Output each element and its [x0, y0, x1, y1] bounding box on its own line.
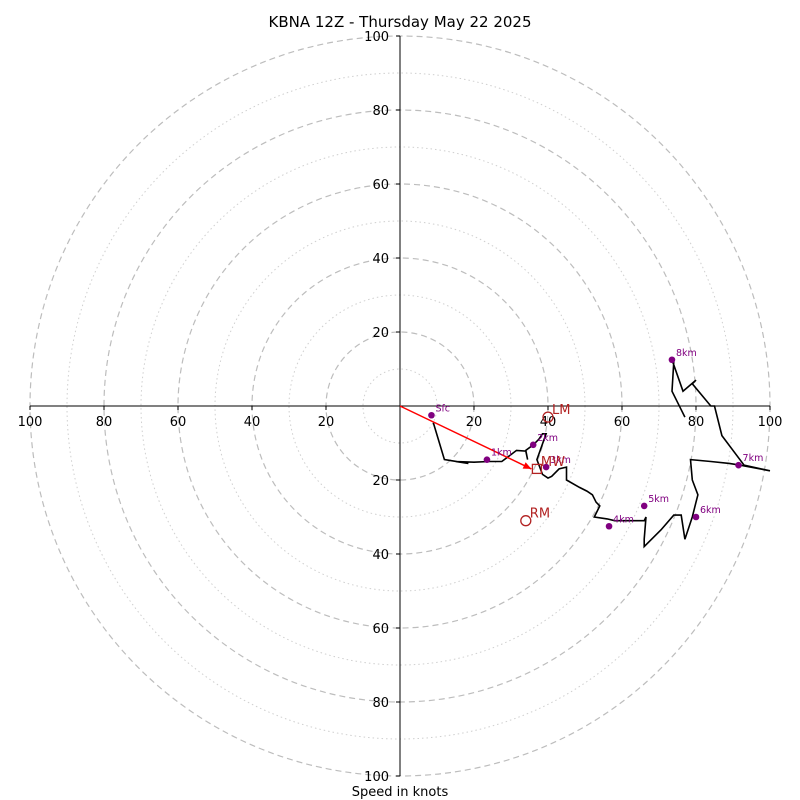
y-tick-label: 100	[364, 30, 389, 45]
height-marker-label: 3km	[550, 455, 571, 466]
height-marker-point	[735, 461, 742, 469]
x-tick-label: 80	[96, 415, 113, 430]
x-tick-label: 100	[18, 415, 43, 430]
height-marker-point	[428, 411, 435, 419]
x-tick-label: 40	[244, 415, 261, 430]
height-marker-label: 4km	[613, 514, 634, 525]
y-tick-label: 20	[372, 474, 389, 489]
height-marker-label: 2km	[537, 433, 558, 444]
storm-motion-markers: LM MW RM	[520, 403, 570, 527]
x-tick-label: 60	[614, 415, 631, 430]
height-marker-label: 8km	[676, 348, 697, 359]
y-tick-label: 40	[372, 252, 389, 267]
height-marker-point	[605, 522, 613, 530]
motion-marker-label: MW	[541, 455, 565, 470]
hodograph-trace	[432, 359, 771, 549]
height-marker-point	[640, 502, 648, 510]
y-tick-label: 60	[372, 622, 389, 637]
height-marker-point	[483, 456, 491, 463]
shear-vector-group	[399, 405, 532, 470]
y-tick-label: 100	[364, 770, 389, 785]
y-tick-label: 80	[372, 696, 389, 711]
x-tick-label: 20	[318, 415, 335, 430]
y-tick-label: 60	[372, 178, 389, 193]
x-tick-label: 100	[758, 415, 783, 430]
height-markers: Sfc 1km 2km 3km 4km 5km 6km 7km 8km	[428, 348, 763, 530]
height-marker-point	[668, 356, 676, 364]
hodograph-trace-group	[432, 359, 771, 549]
motion-marker-circle	[542, 411, 554, 423]
y-tick-label: 80	[372, 104, 389, 119]
x-tick-label: 20	[466, 415, 483, 430]
height-marker-label: 1km	[491, 448, 512, 459]
height-marker-label: 6km	[700, 505, 721, 516]
chart-title: KBNA 12Z - Thursday May 22 2025	[268, 13, 531, 31]
height-marker-label: 7km	[743, 453, 764, 464]
motion-marker-label: RM	[530, 507, 550, 522]
height-marker-point	[692, 513, 700, 521]
height-marker-point	[542, 463, 550, 471]
y-tick-label: 40	[372, 548, 389, 563]
shear-vector-arrowhead	[522, 462, 532, 469]
tick-labels: 100 80 60 40 20 20 40 60 80 100100806040202040608…	[18, 30, 783, 785]
x-axis-label: Speed in knots	[352, 785, 449, 800]
motion-marker-square	[531, 463, 543, 475]
motion-marker-label: LM	[552, 403, 570, 418]
x-tick-label: 80	[688, 415, 705, 430]
shear-vector-line	[399, 405, 532, 470]
y-tick-label: 20	[372, 326, 389, 341]
motion-marker-circle	[520, 515, 532, 527]
height-marker-point	[529, 441, 537, 449]
height-marker-label: 5km	[648, 494, 669, 505]
height-marker-label: Sfc	[435, 403, 450, 414]
x-tick-label: 60	[170, 415, 187, 430]
